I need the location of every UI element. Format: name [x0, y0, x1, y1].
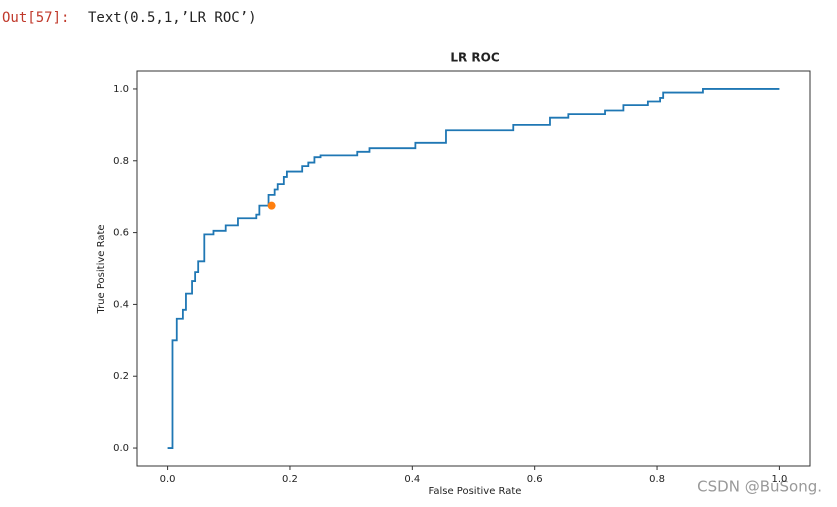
y-tick-label: 0.4: [113, 299, 129, 310]
y-tick-label: 0.6: [113, 228, 129, 239]
output-text: Text(0.5,1,’LR ROC’): [88, 10, 257, 26]
x-tick-label: 0.6: [527, 474, 543, 485]
roc-curve: [167, 88, 780, 449]
x-tick-label: 0.2: [282, 474, 298, 485]
x-axis-label: False Positive Rate: [429, 486, 522, 497]
y-tick-label: 1.0: [113, 84, 129, 95]
plot-frame: [136, 70, 811, 467]
watermark: CSDN @BuSong.: [697, 478, 822, 496]
threshold-point: [267, 201, 276, 210]
y-tick-label: 0.0: [113, 443, 129, 454]
x-tick-label: 0.4: [404, 474, 420, 485]
y-tick-label: 0.8: [113, 156, 129, 167]
chart-title: LR ROC: [450, 51, 500, 65]
y-tick-label: 0.2: [113, 371, 129, 382]
x-tick-label: 0.0: [160, 474, 176, 485]
prompt: Out[57]:: [2, 10, 69, 26]
x-tick-label: 0.8: [649, 474, 665, 485]
x-tick-label: 1.0: [771, 474, 787, 485]
y-axis-label: True Positive Rate: [96, 224, 107, 314]
